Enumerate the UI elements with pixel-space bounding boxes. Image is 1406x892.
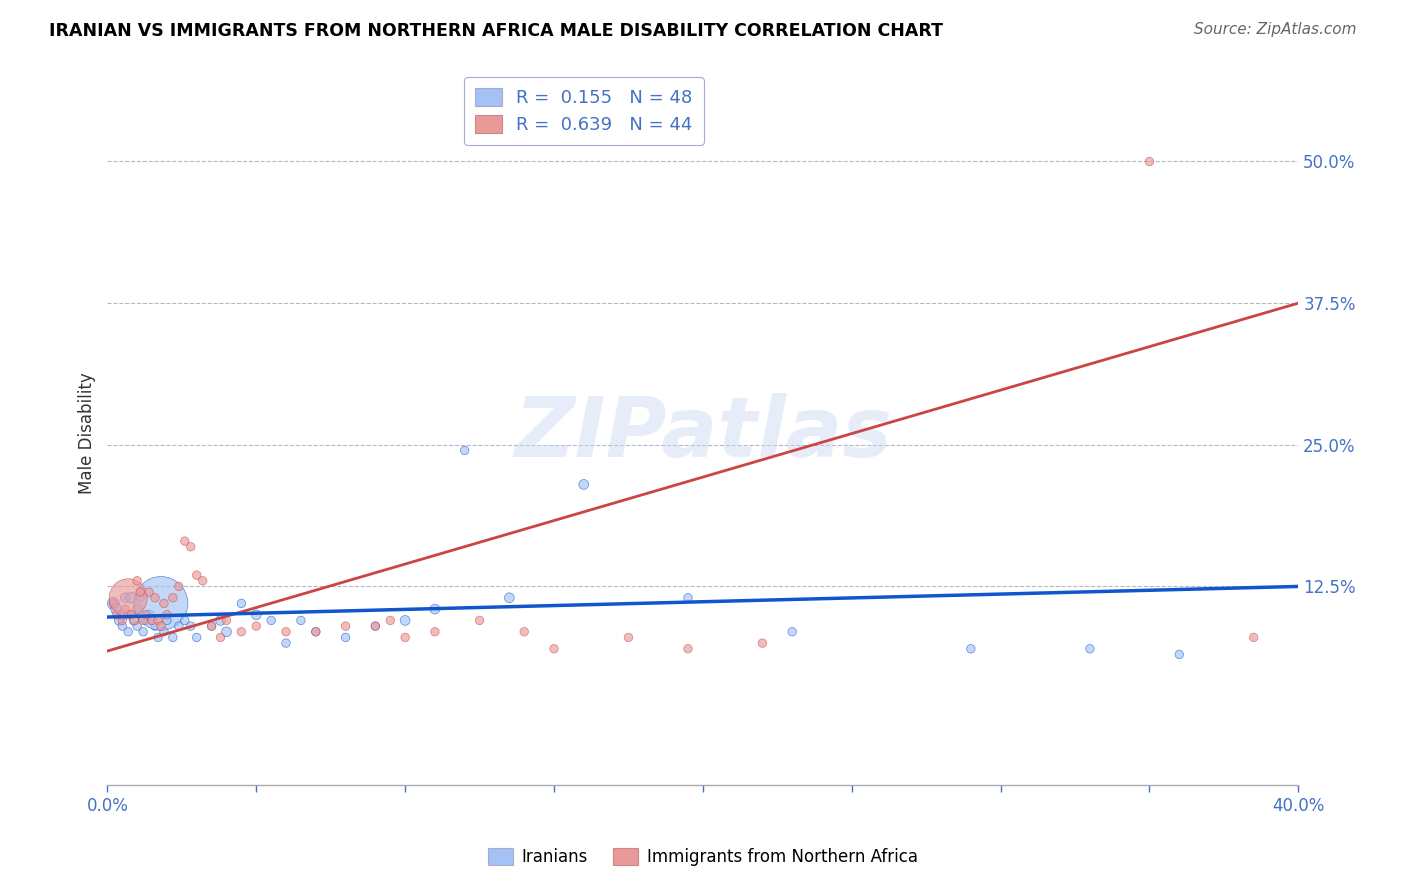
Point — [676, 641, 699, 656]
Point — [380, 614, 402, 628]
Point — [751, 636, 773, 650]
Point — [162, 631, 184, 645]
Point — [780, 624, 803, 639]
Point — [127, 619, 149, 633]
Point — [423, 624, 446, 639]
Point — [111, 614, 134, 628]
Text: Source: ZipAtlas.com: Source: ZipAtlas.com — [1194, 22, 1357, 37]
Point — [111, 607, 134, 622]
Point — [274, 624, 297, 639]
Point — [111, 619, 134, 633]
Point — [103, 596, 125, 610]
Point — [960, 641, 983, 656]
Point — [290, 614, 312, 628]
Point — [191, 574, 214, 588]
Point — [572, 477, 595, 491]
Point — [305, 624, 328, 639]
Point — [617, 631, 640, 645]
Point — [146, 631, 169, 645]
Point — [143, 591, 166, 605]
Point — [105, 602, 128, 616]
Point — [364, 619, 387, 633]
Point — [245, 607, 267, 622]
Point — [215, 614, 238, 628]
Point — [335, 631, 357, 645]
Point — [117, 624, 139, 639]
Point — [423, 602, 446, 616]
Point — [129, 591, 152, 605]
Point — [153, 596, 176, 610]
Point — [127, 602, 149, 616]
Point — [173, 534, 195, 549]
Point — [120, 607, 142, 622]
Point — [105, 607, 128, 622]
Point — [453, 443, 475, 458]
Point — [231, 596, 253, 610]
Point — [186, 631, 208, 645]
Point — [167, 579, 190, 593]
Point — [122, 614, 145, 628]
Point — [127, 574, 149, 588]
Point — [156, 614, 179, 628]
Point — [1139, 154, 1161, 169]
Point — [498, 591, 520, 605]
Legend: R =  0.155   N = 48, R =  0.639   N = 44: R = 0.155 N = 48, R = 0.639 N = 44 — [464, 77, 703, 145]
Point — [153, 624, 176, 639]
Point — [138, 585, 160, 599]
Point — [149, 619, 172, 633]
Legend: Iranians, Immigrants from Northern Africa: Iranians, Immigrants from Northern Afric… — [482, 841, 924, 873]
Point — [394, 614, 416, 628]
Text: IRANIAN VS IMMIGRANTS FROM NORTHERN AFRICA MALE DISABILITY CORRELATION CHART: IRANIAN VS IMMIGRANTS FROM NORTHERN AFRI… — [49, 22, 943, 40]
Point — [141, 614, 163, 628]
Y-axis label: Male Disability: Male Disability — [79, 373, 96, 494]
Point — [1168, 648, 1191, 662]
Point — [146, 614, 169, 628]
Point — [180, 540, 202, 554]
Point — [468, 614, 491, 628]
Point — [260, 614, 283, 628]
Point — [141, 614, 163, 628]
Point — [200, 619, 222, 633]
Point — [186, 568, 208, 582]
Point — [132, 624, 155, 639]
Point — [274, 636, 297, 650]
Point — [114, 602, 136, 616]
Point — [117, 607, 139, 622]
Point — [167, 619, 190, 633]
Point — [149, 596, 172, 610]
Point — [120, 591, 142, 605]
Point — [143, 619, 166, 633]
Point — [364, 619, 387, 633]
Point — [129, 585, 152, 599]
Point — [200, 619, 222, 633]
Point — [335, 619, 357, 633]
Point — [215, 624, 238, 639]
Point — [543, 641, 565, 656]
Point — [122, 614, 145, 628]
Point — [180, 619, 202, 633]
Point — [209, 614, 232, 628]
Point — [108, 614, 131, 628]
Point — [114, 591, 136, 605]
Point — [117, 591, 139, 605]
Point — [231, 624, 253, 639]
Point — [156, 607, 179, 622]
Text: ZIPatlas: ZIPatlas — [515, 393, 891, 474]
Point — [305, 624, 328, 639]
Point — [132, 614, 155, 628]
Point — [209, 631, 232, 645]
Point — [138, 607, 160, 622]
Point — [162, 591, 184, 605]
Point — [135, 614, 157, 628]
Point — [1243, 631, 1265, 645]
Point — [513, 624, 536, 639]
Point — [173, 614, 195, 628]
Point — [103, 596, 125, 610]
Point — [1078, 641, 1101, 656]
Point — [135, 607, 157, 622]
Point — [676, 591, 699, 605]
Point — [394, 631, 416, 645]
Point — [245, 619, 267, 633]
